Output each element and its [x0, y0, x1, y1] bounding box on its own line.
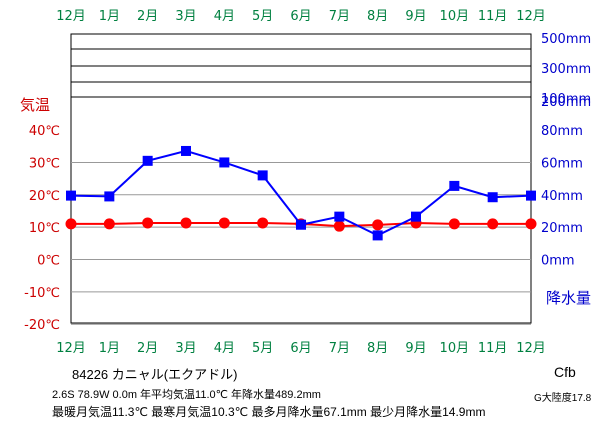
- precipitation-point: [411, 211, 421, 222]
- precipitation-tick: 0mm: [541, 254, 575, 269]
- temperature-tick: 20℃: [29, 189, 60, 204]
- temperature-point: [65, 218, 77, 230]
- month-label-bottom: 5月: [252, 341, 273, 356]
- station-name: 84226 カニャル(エクアドル): [72, 367, 238, 382]
- station-stats-line2: 最暖月気温11.3℃ 最寒月気温10.3℃ 最多月降水量67.1mm 最少月降水…: [52, 405, 486, 419]
- precipitation-tick: 500mm: [541, 32, 591, 47]
- temperature-point: [103, 218, 115, 230]
- month-label-top: 3月: [175, 9, 196, 24]
- temperature-tick: 40℃: [29, 124, 60, 139]
- month-label-bottom: 8月: [367, 341, 388, 356]
- precipitation-point: [487, 192, 498, 203]
- temperature-point: [525, 218, 537, 230]
- precipitation-point: [449, 180, 460, 191]
- temperature-point: [218, 217, 230, 229]
- temperature-point: [257, 217, 269, 229]
- chart-grid: [70, 33, 532, 325]
- month-labels-bottom: 12月 1月 2月 3月 4月 5月 6月 7月 8月 9月 10月 11月 12月: [56, 341, 546, 356]
- temperature-tick: 10℃: [29, 221, 60, 236]
- precipitation-tick: 100mm: [541, 92, 591, 107]
- month-label-bottom: 3月: [175, 341, 196, 356]
- temperature-point: [333, 220, 345, 232]
- month-label-bottom: 2月: [137, 341, 158, 356]
- month-label-bottom: 12月: [56, 341, 86, 356]
- month-label-top: 12月: [56, 9, 86, 24]
- precipitation-point: [334, 211, 345, 222]
- temperature-tick: -10℃: [24, 286, 60, 301]
- series-layer: [65, 145, 537, 241]
- month-label-bottom: 12月: [516, 341, 546, 356]
- precipitation-point: [219, 157, 230, 168]
- precipitation-tick: 200mm: [541, 95, 591, 110]
- precipitation-point: [257, 170, 268, 181]
- month-label-bottom: 9月: [405, 341, 426, 356]
- precipitation-point: [104, 191, 115, 202]
- month-label-bottom: 4月: [214, 341, 235, 356]
- station-stats-line1: 2.6S 78.9W 0.0m 年平均気温11.0℃ 年降水量489.2mm: [52, 389, 321, 401]
- precipitation-axis-label: 降水量: [546, 289, 591, 307]
- precipitation-tick: 300mm: [541, 62, 591, 77]
- temperature-axis-label: 気温: [20, 96, 50, 114]
- month-label-bottom: 6月: [290, 341, 311, 356]
- temperature-point: [372, 219, 384, 231]
- month-label-top: 6月: [290, 9, 311, 24]
- month-label-top: 10月: [440, 9, 470, 24]
- precipitation-tick: 60mm: [541, 156, 583, 171]
- climate-code: Cfb: [554, 364, 576, 380]
- precipitation-point: [372, 230, 383, 241]
- temperature-tick: 30℃: [29, 156, 60, 171]
- precipitation-tick: 40mm: [541, 189, 583, 204]
- plot-frame: [70, 33, 532, 324]
- temperature-tick: -20℃: [24, 318, 60, 333]
- precipitation-tick: 20mm: [541, 221, 583, 236]
- temperature-axis-ticks: 40℃ 30℃ 20℃ 10℃ 0℃ -10℃ -20℃: [24, 124, 60, 333]
- temperature-tick: 0℃: [37, 254, 60, 269]
- temperature-point: [487, 218, 499, 230]
- precipitation-point: [181, 145, 191, 156]
- month-label-bottom: 10月: [440, 341, 470, 356]
- month-label-top: 1月: [99, 9, 120, 24]
- month-label-bottom: 11月: [478, 341, 508, 356]
- continentality-index: G大陸度17.8: [534, 393, 592, 404]
- month-label-bottom: 1月: [99, 341, 120, 356]
- month-label-top: 4月: [214, 9, 235, 24]
- precipitation-point: [66, 190, 76, 201]
- month-label-top: 8月: [367, 9, 388, 24]
- month-label-top: 11月: [478, 9, 508, 24]
- month-label-top: 12月: [516, 9, 546, 24]
- month-label-top: 7月: [329, 9, 350, 24]
- month-label-top: 5月: [252, 9, 273, 24]
- temperature-point: [448, 218, 460, 230]
- month-label-top: 9月: [405, 9, 426, 24]
- temperature-point: [142, 217, 154, 229]
- temperature-point: [180, 217, 192, 229]
- month-label-top: 2月: [137, 9, 158, 24]
- month-labels-top: 12月 1月 2月 3月 4月 5月 6月 7月 8月 9月 10月 11月 12月: [56, 9, 546, 24]
- precipitation-point: [142, 155, 153, 166]
- precipitation-point: [296, 219, 306, 230]
- precipitation-tick: 80mm: [541, 124, 583, 139]
- month-label-bottom: 7月: [329, 341, 350, 356]
- precipitation-point: [526, 190, 536, 201]
